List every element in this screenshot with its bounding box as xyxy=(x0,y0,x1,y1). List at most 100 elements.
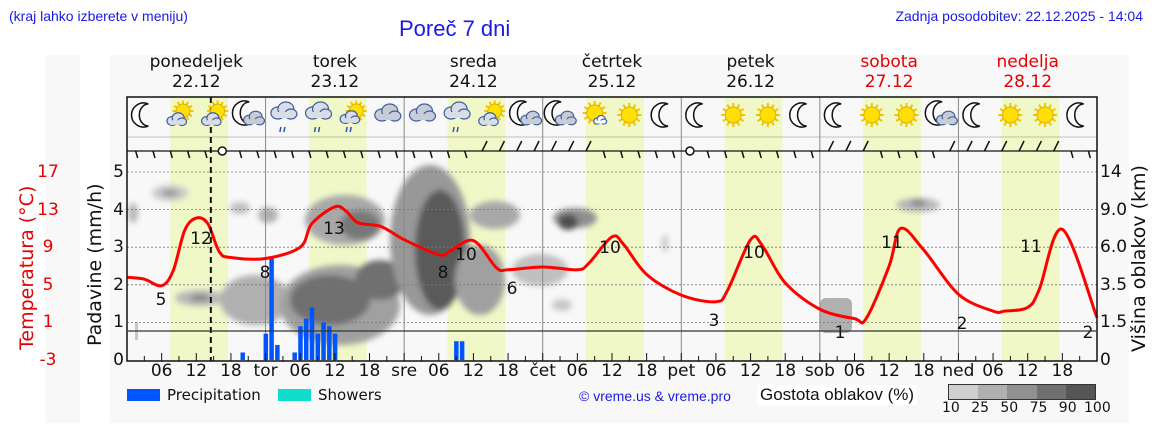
moon-icon xyxy=(1066,102,1084,128)
x-axis-hour-label: 18 xyxy=(912,361,935,381)
x-axis-day-label: ned xyxy=(942,361,975,381)
wind-barbs xyxy=(127,140,1097,159)
precipitation-tick: 2 xyxy=(113,274,124,295)
cloud-density-scale-label: 100 xyxy=(1084,400,1111,416)
cloud-density-swatch xyxy=(1007,385,1037,399)
temperature-value-label: 5 xyxy=(156,290,167,310)
cloud-rain-icon xyxy=(304,101,333,133)
sun-icon xyxy=(859,103,884,127)
last-update-text: Zadnja posodobitev: 22.12.2025 - 14:04 xyxy=(895,8,1143,24)
cloud-density-swatch xyxy=(1036,385,1066,399)
day-header: ponedeljek 22.12 xyxy=(136,52,256,92)
temperature-value-label: 8 xyxy=(438,263,449,283)
day-name: sreda xyxy=(449,52,497,72)
day-date: 26.12 xyxy=(726,72,775,92)
sun-cloud-icon xyxy=(478,100,506,127)
temperature-value-label: 11 xyxy=(1020,237,1042,257)
x-axis-hour-label: 18 xyxy=(358,361,381,381)
day-header: sreda 24.12 xyxy=(413,52,533,92)
cloud-density-layer xyxy=(128,165,940,345)
precipitation-bar xyxy=(303,318,309,360)
cloud-height-tick: 6.0 xyxy=(1100,237,1128,257)
cloud-height-tick: 1.5 xyxy=(1100,312,1128,332)
temperature-value-label: 13 xyxy=(323,219,345,239)
day-name: četrtek xyxy=(581,52,643,72)
cloud-height-tick: 14 xyxy=(1100,162,1122,182)
precipitation-bar xyxy=(321,322,326,360)
cloud-density-scale-label: 90 xyxy=(1058,400,1077,416)
cloud-density-swatch xyxy=(1065,385,1096,399)
cloud-density-scale-label: 10 xyxy=(942,400,960,416)
precipitation-tick: 4 xyxy=(113,199,124,220)
precipitation-bar xyxy=(315,333,321,360)
temperature-value-label: 6 xyxy=(507,279,518,299)
day-date: 22.12 xyxy=(171,72,221,92)
daylight-band xyxy=(724,97,783,361)
precipitation-bar xyxy=(275,344,280,360)
precipitation-bar xyxy=(459,341,465,360)
precipitation-bar xyxy=(327,326,332,360)
x-axis-hour-label: 18 xyxy=(774,361,797,381)
moon-icon xyxy=(962,102,981,128)
day-header: nedelja 28.12 xyxy=(968,52,1088,92)
day-date: 23.12 xyxy=(310,72,360,92)
daylight-band xyxy=(170,97,229,361)
precipitation-legend-label: Precipitation xyxy=(167,386,261,404)
cloud-density-scale-label: 25 xyxy=(971,400,990,416)
menu-hint-link[interactable]: (kraj lahko izberete v meniju) xyxy=(9,8,188,24)
x-axis-hour-label: 18 xyxy=(1051,361,1074,381)
precipitation-bar xyxy=(309,307,315,360)
day-date: 27.12 xyxy=(864,72,914,92)
x-axis-day-label: sob xyxy=(804,361,835,381)
x-axis-hour-label: 12 xyxy=(739,361,762,381)
day-header: petek 26.12 xyxy=(691,52,811,92)
x-axis-hour-label: 12 xyxy=(1016,361,1039,381)
temperature-value-label: 10 xyxy=(455,245,477,265)
cloud-height-tick: 0 xyxy=(1100,349,1111,370)
daylight-band xyxy=(1001,97,1060,361)
day-name: ponedeljek xyxy=(149,52,243,72)
sun-cloud-rain-icon xyxy=(339,100,367,133)
precipitation-tick: 3 xyxy=(113,237,124,257)
sun-cloud-icon xyxy=(166,100,194,127)
sun-icon xyxy=(721,103,746,127)
temperature-value-label: 8 xyxy=(260,263,271,283)
cloud-density-swatch xyxy=(978,385,1008,399)
day-name: petek xyxy=(726,52,775,72)
moon-icon xyxy=(650,102,669,128)
precipitation-bar xyxy=(298,326,303,360)
precipitation-tick: 0 xyxy=(113,349,124,370)
temperature-value-label: 10 xyxy=(743,243,765,263)
moon-icon xyxy=(685,102,703,128)
temperature-value-label: 12 xyxy=(190,229,212,249)
x-axis-hour-label: 12 xyxy=(462,361,485,381)
daylight-band xyxy=(863,97,921,361)
temperature-line xyxy=(126,204,1099,325)
cloud-icon xyxy=(374,103,402,122)
temperature-tick: 17 xyxy=(37,162,59,182)
x-axis-hour-label: 12 xyxy=(601,361,623,381)
sun-small-cloud-icon xyxy=(582,101,608,125)
temperature-value-label: 2 xyxy=(957,314,968,334)
day-header: torek 23.12 xyxy=(275,52,395,92)
precipitation-bar xyxy=(269,258,274,360)
x-axis-hour-label: 12 xyxy=(185,361,208,381)
cloud-density-legend-title: Gostota oblakov (%) xyxy=(757,385,918,405)
precipitation-tick: 5 xyxy=(113,162,124,182)
precipitation-bar xyxy=(240,352,245,360)
temperature-tick: 9 xyxy=(42,237,54,257)
daylight-band xyxy=(586,97,644,361)
x-axis-day-label: tor xyxy=(253,361,278,381)
precipitation-bar xyxy=(332,333,338,360)
x-axis-hour-label: 12 xyxy=(324,361,346,381)
moon-cloud-icon xyxy=(543,100,577,126)
x-axis-day-label: čet xyxy=(529,361,556,381)
x-axis-hour-label: 06 xyxy=(705,361,727,381)
grid-lines xyxy=(127,97,1097,361)
copyright-link[interactable]: © vreme.us & vreme.pro xyxy=(579,388,731,404)
showers-legend-swatch xyxy=(278,389,311,401)
x-axis-hour-label: 18 xyxy=(497,361,519,381)
x-axis-hour-label: 06 xyxy=(150,361,173,381)
day-date: 24.12 xyxy=(449,72,498,92)
day-name: sobota xyxy=(860,52,918,72)
